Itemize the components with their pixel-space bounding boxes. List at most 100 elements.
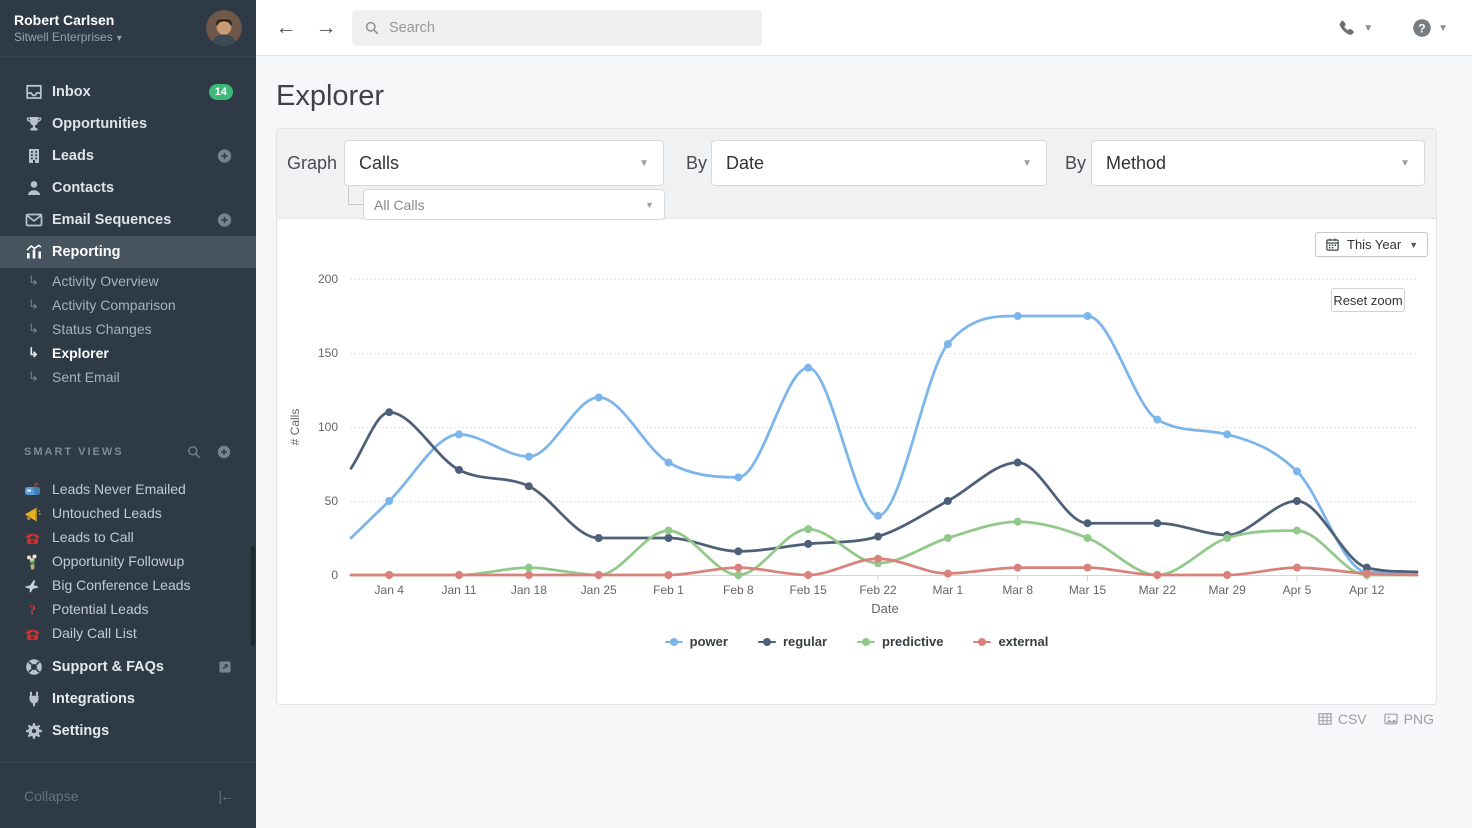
help-icon[interactable]: ? (1411, 17, 1433, 39)
x-axis-tick-label: Apr 5 (1283, 583, 1312, 597)
sidebar-subitem-activity-overview[interactable]: ↳ Activity Overview (0, 269, 256, 293)
sidebar-subitem-explorer[interactable]: ↳ Explorer (0, 341, 256, 365)
legend-label: power (689, 634, 728, 649)
sidebar-subitem-sent-email[interactable]: ↳ Sent Email (0, 365, 256, 389)
trophy-icon (24, 114, 44, 134)
page-title: Explorer (276, 80, 384, 112)
y-axis-tick-label: 100 (318, 420, 338, 434)
nav-item-label: Contacts (52, 180, 115, 196)
legend-item-regular[interactable]: regular (757, 634, 827, 649)
smart-view-label: Untouched Leads (52, 505, 162, 521)
smart-view-label: Big Conference Leads (52, 577, 191, 593)
sidebar-item-opportunities[interactable]: Opportunities (0, 108, 256, 140)
nav-item-label: Email Sequences (52, 212, 172, 228)
x-axis-title: Date (871, 601, 898, 616)
y-axis-tick-label: 50 (325, 494, 339, 508)
sidebar-subitem-status-changes[interactable]: ↳ Status Changes (0, 317, 256, 341)
by-method-select[interactable]: Method ▼ (1091, 140, 1425, 186)
series-points-external (385, 554, 1371, 579)
svg-text:?: ? (29, 603, 36, 618)
graph-type-select[interactable]: Calls ▼ (344, 140, 664, 186)
sidebar-divider (0, 762, 256, 763)
legend-label: external (998, 634, 1049, 649)
x-axis-tick-label: Jan 11 (441, 583, 476, 597)
smart-view-untouched-leads[interactable]: Untouched Leads (0, 501, 256, 525)
sidebar-item-settings[interactable]: Settings (0, 715, 256, 747)
select-caret-icon: ▼ (639, 157, 649, 169)
export-csv-label: CSV (1337, 711, 1367, 727)
help-menu-caret[interactable]: ▼ (1438, 22, 1448, 34)
footer-item-label: Support & FAQs (52, 659, 164, 675)
sidebar-subitem-activity-comparison[interactable]: ↳ Activity Comparison (0, 293, 256, 317)
sub-arrow-icon: ↳ (28, 345, 39, 360)
legend-item-predictive[interactable]: predictive (857, 634, 943, 649)
search-input[interactable] (389, 20, 750, 36)
legend-item-power[interactable]: power (664, 634, 728, 649)
phone-menu-caret[interactable]: ▼ (1363, 22, 1374, 34)
select-caret-icon: ▼ (1022, 157, 1032, 169)
smart-views-search-icon[interactable] (186, 444, 202, 460)
sidebar: Robert Carlsen Sitwell Enterprises ▾ Inbo… (0, 0, 256, 828)
date-range-button[interactable]: This Year ▼ (1315, 232, 1429, 257)
reset-zoom-button[interactable]: Reset zoom (1331, 288, 1405, 312)
add-email-sequences-icon[interactable] (216, 212, 233, 229)
sidebar-item-email-sequences[interactable]: Email Sequences (0, 204, 256, 236)
sidebar-item-inbox[interactable]: Inbox 14 (0, 76, 256, 108)
topbar: ← → ▼ ? ▼ (256, 0, 1472, 56)
smart-view-leads-to-call[interactable]: Leads to Call (0, 525, 256, 549)
by-method-value: Method (1106, 152, 1167, 173)
plug-icon (24, 689, 44, 709)
by-date-select[interactable]: Date ▼ (711, 140, 1047, 186)
smart-view-daily-call-list[interactable]: Daily Call List (0, 621, 256, 641)
chart-canvas[interactable]: 0 50 100 150 200 # Calls Jan 4 Jan 11 Jan 18 Jan … (277, 219, 1436, 706)
image-icon (1384, 713, 1398, 725)
sidebar-item-integrations[interactable]: Integrations (0, 683, 256, 715)
smart-view-big-conference-leads[interactable]: Big Conference Leads (0, 573, 256, 597)
person-icon (24, 178, 44, 198)
sidebar-item-leads[interactable]: Leads (0, 140, 256, 172)
airplane-icon (24, 577, 41, 594)
subnav-item-label: Status Changes (52, 321, 152, 337)
subnav-item-label: Sent Email (52, 369, 120, 385)
red-phone-icon (24, 625, 41, 642)
export-csv-link[interactable]: CSV (1317, 711, 1367, 727)
add-leads-icon[interactable] (216, 148, 233, 165)
smart-views-add-icon[interactable] (216, 444, 232, 460)
phone-icon[interactable] (1336, 17, 1358, 39)
inbox-icon (24, 82, 44, 102)
collapse-button[interactable]: Collapse |← (0, 782, 256, 810)
forward-button[interactable]: → (315, 16, 337, 39)
subnav-item-label: Explorer (52, 345, 109, 361)
sidebar-item-contacts[interactable]: Contacts (0, 172, 256, 204)
smart-view-opportunity-followup[interactable]: Opportunity Followup (0, 549, 256, 573)
call-filter-select[interactable]: All Calls ▼ (363, 189, 665, 220)
sidebar-item-support-faqs[interactable]: Support & FAQs (0, 651, 256, 683)
by2-label: By (1065, 153, 1087, 173)
sidebar-item-reporting[interactable]: Reporting (0, 236, 256, 268)
main-content: Explorer Graph Calls ▼ All Calls ▼ By Date… (256, 56, 1472, 828)
legend-item-external[interactable]: external (973, 634, 1048, 649)
smart-view-label: Opportunity Followup (52, 553, 185, 569)
y-axis-tick-label: 150 (318, 346, 338, 360)
x-axis-tick-label: Mar 29 (1208, 583, 1246, 597)
smart-view-label: Leads Never Emailed (52, 481, 186, 497)
search-icon (365, 21, 379, 35)
subnav-item-label: Activity Comparison (52, 297, 176, 313)
unread-count-badge: 14 (208, 84, 233, 100)
export-png-link[interactable]: PNG (1383, 711, 1434, 727)
sub-select-connector (348, 186, 363, 205)
bouquet-icon (24, 553, 41, 570)
smart-view-potential-leads[interactable]: ? Potential Leads (0, 597, 256, 621)
x-axis-tick-label: Feb 15 (790, 583, 828, 597)
user-menu[interactable]: Robert Carlsen Sitwell Enterprises ▾ (0, 0, 256, 57)
chevron-down-icon: ▼ (1409, 239, 1419, 250)
megaphone-icon (24, 505, 41, 522)
series-points-predictive (385, 517, 1371, 579)
sidebar-scrollbar[interactable] (251, 546, 255, 646)
calendar-icon (1325, 237, 1340, 252)
avatar[interactable] (206, 10, 242, 46)
smart-view-leads-never-emailed[interactable]: Leads Never Emailed (0, 477, 256, 501)
back-button[interactable]: ← (275, 16, 297, 39)
smart-view-label: Daily Call List (52, 625, 137, 641)
